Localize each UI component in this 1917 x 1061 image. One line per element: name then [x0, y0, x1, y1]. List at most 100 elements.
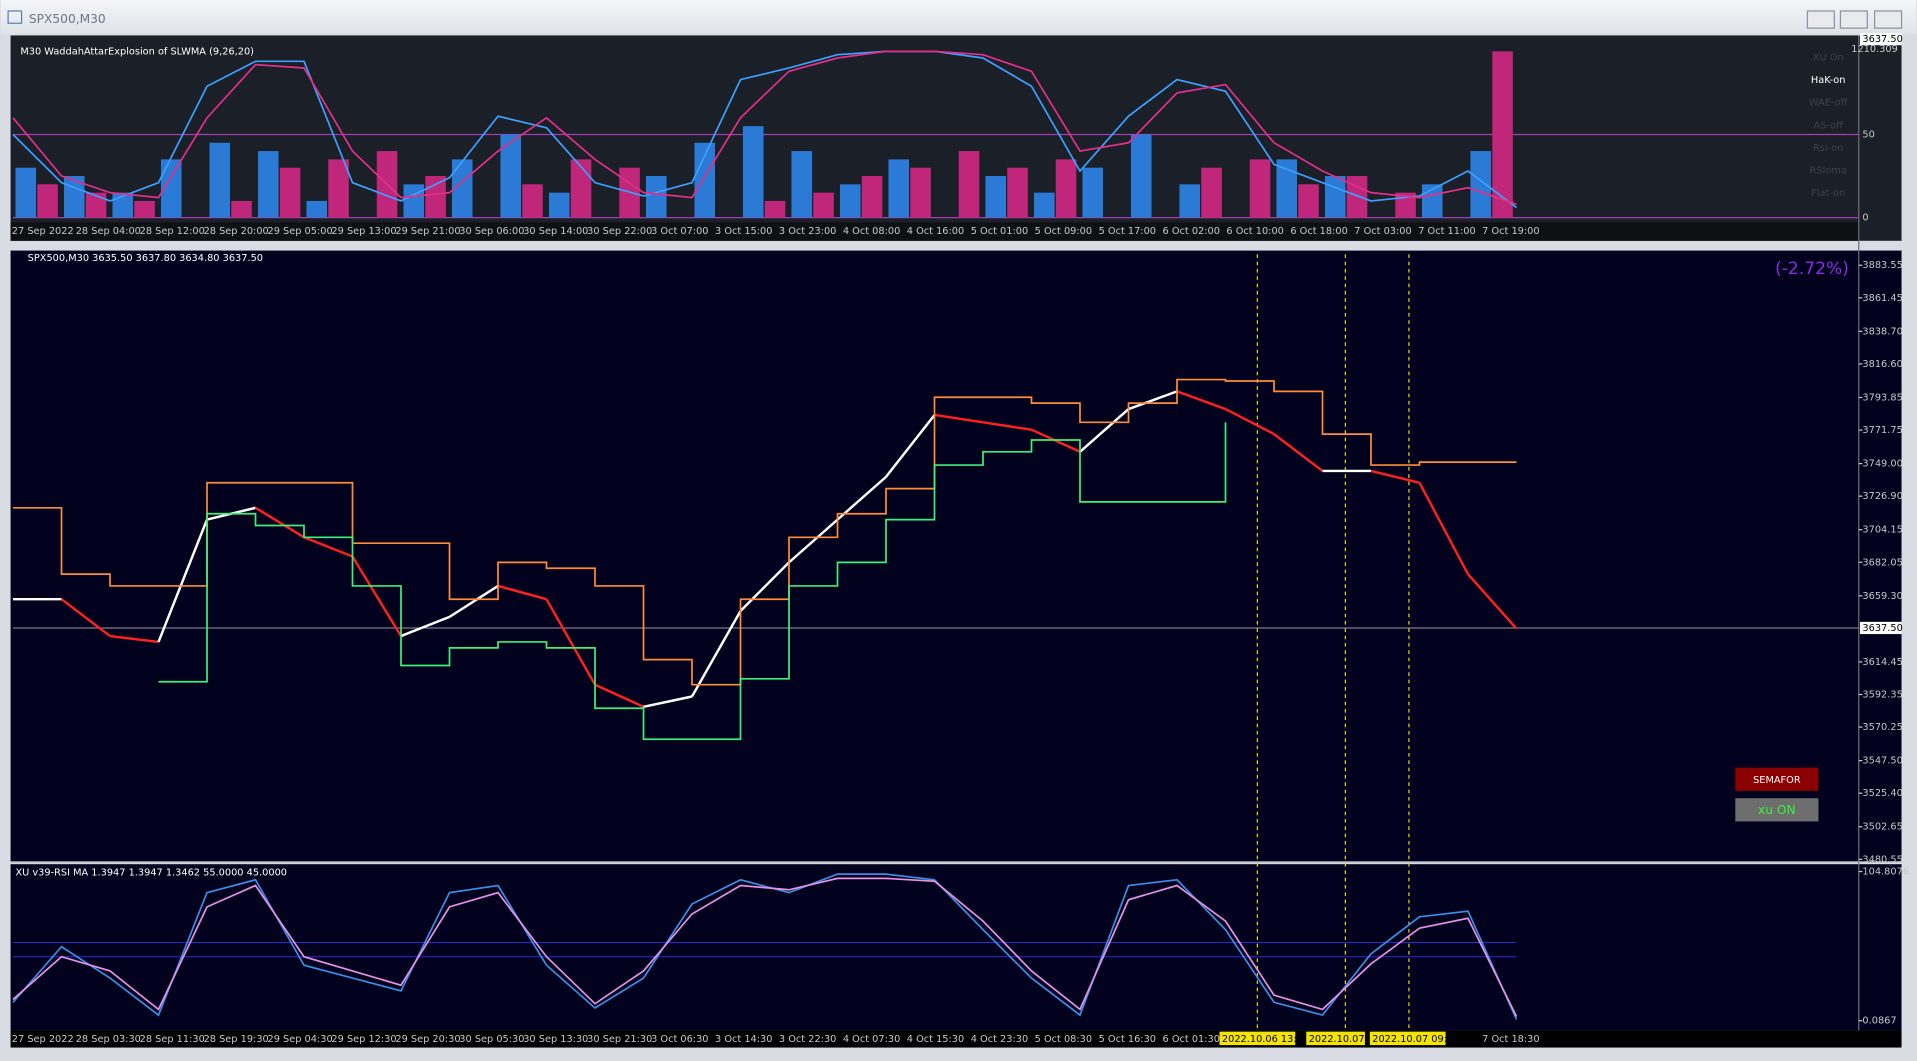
y-tick-label: 0.0867	[1862, 1016, 1896, 1027]
histogram-bar	[985, 176, 1007, 218]
histogram-bar	[813, 192, 834, 218]
y-tick-label: 3816.60	[1862, 359, 1902, 370]
price-segment	[1467, 573, 1518, 630]
toggle[interactable]: Flat-on	[1811, 188, 1845, 199]
x-tick-label: 28 Sep 12:00	[140, 226, 205, 237]
y-tick-label: 3547.50	[1862, 756, 1902, 767]
histogram-bar	[1276, 159, 1298, 218]
indicator-max: 1210.309	[1851, 44, 1898, 55]
x-tick-label: 30 Sep 06:00	[459, 226, 524, 237]
x-tick-label: 3 Oct 14:30	[715, 1034, 772, 1045]
y-tick-label: 3861.45	[1862, 293, 1902, 304]
x-tick-label: 29 Sep 12:30	[331, 1034, 396, 1045]
histogram-bar	[1130, 134, 1152, 218]
indicator-line	[12, 50, 1517, 206]
y-tick-label: 3614.45	[1862, 657, 1902, 668]
histogram-bar	[160, 159, 182, 218]
semafor-button[interactable]	[1735, 767, 1819, 791]
y-tick-label: 50	[1862, 129, 1874, 140]
x-tick-label: 28 Sep 03:30	[76, 1034, 141, 1045]
price-segment	[1370, 469, 1420, 484]
x-tick-label: 27 Sep 2022	[12, 1034, 74, 1045]
indicator-line	[12, 877, 1518, 1017]
minimize-button[interactable]	[1806, 10, 1835, 29]
toggle[interactable]: WAE-off	[1809, 98, 1848, 109]
histogram-bar	[694, 142, 716, 218]
histogram-bar	[791, 151, 813, 218]
price-segment	[788, 518, 839, 564]
x-tick-label: 5 Oct 09:00	[1035, 226, 1092, 237]
x-tick-label: 6 Oct 01:30	[1163, 1034, 1220, 1045]
histogram-bar	[522, 184, 543, 218]
y-tick-label: 3592.35	[1862, 690, 1902, 701]
x-tick-label: 30 Sep 14:00	[523, 226, 588, 237]
rsi-panel	[10, 864, 1902, 1031]
y-tick-label: 3570.25	[1862, 722, 1902, 733]
price-segment	[885, 414, 936, 478]
x-tick-label: 3 Oct 15:00	[715, 226, 772, 237]
toggle[interactable]: RSIoma	[1810, 166, 1847, 177]
x-tick-label: 6 Oct 10:00	[1226, 226, 1283, 237]
x-tick-label: 27 Sep 2022	[12, 226, 74, 237]
histogram-bar	[85, 192, 107, 218]
histogram-bar	[1007, 167, 1028, 218]
x-tick-label: 28 Sep 11:30	[140, 1034, 205, 1045]
toggle[interactable]: HaK-on	[1811, 75, 1846, 86]
histogram-bar	[1346, 176, 1368, 218]
histogram-bar	[37, 184, 58, 218]
x-tick-label: 28 Sep 20:00	[204, 226, 269, 237]
indicator-title: M30 WaddahAttarExplosion of SLWMA (9,26,…	[20, 46, 254, 57]
band-line	[13, 378, 1517, 686]
histogram-bar	[500, 134, 522, 218]
change-percent: (-2.72%)	[1775, 259, 1849, 279]
semafor-label[interactable]: SEMAFOR	[1753, 775, 1801, 786]
x-tick-label: 29 Sep 21:00	[395, 226, 460, 237]
histogram-bar	[645, 176, 667, 218]
price-tag: 3637.50	[1862, 34, 1902, 45]
time-marker: 2022.10.07 01	[1309, 1034, 1380, 1045]
window-title: SPX500,M30	[29, 12, 106, 26]
y-tick-label: 3659.30	[1862, 591, 1902, 602]
toggle[interactable]: XU On	[1813, 52, 1844, 63]
histogram-bar	[15, 167, 37, 218]
y-tick-label: 3771.75	[1862, 425, 1902, 436]
price-segment	[60, 598, 111, 638]
histogram-bar	[958, 151, 980, 218]
time-marker-box	[1219, 1031, 1296, 1046]
histogram-bar	[1082, 167, 1104, 218]
histogram-bar	[403, 184, 425, 218]
last-price-box	[1859, 621, 1902, 635]
price-segment	[1128, 390, 1178, 411]
y-tick-label: 3793.85	[1862, 392, 1902, 403]
time-marker: 2022.10.06 13:00	[1222, 1034, 1309, 1045]
x-tick-label: 29 Sep 05:00	[268, 226, 333, 237]
price-segment	[1418, 482, 1470, 575]
top-time-axis	[10, 222, 1859, 241]
histogram-bar	[1324, 176, 1346, 218]
histogram-bar	[1055, 159, 1077, 218]
xu-label[interactable]: xu ON	[1758, 803, 1796, 817]
histogram-bar	[1249, 159, 1271, 218]
x-tick-label: 28 Sep 19:30	[204, 1034, 269, 1045]
maximize-button[interactable]	[1839, 10, 1868, 29]
last-price-label: 3637.50	[1862, 623, 1902, 634]
price-segment	[1224, 407, 1275, 436]
close-button[interactable]	[1874, 10, 1903, 29]
x-tick-label: 29 Sep 04:30	[268, 1034, 333, 1045]
x-tick-label: 29 Sep 13:00	[331, 226, 396, 237]
price-title: SPX500,M30 3635.50 3637.80 3634.80 3637.…	[28, 253, 263, 264]
x-tick-label: 30 Sep 21:30	[587, 1034, 652, 1045]
toggle[interactable]: Rsi-on	[1813, 143, 1843, 154]
x-tick-label: 4 Oct 08:00	[843, 226, 900, 237]
toggle[interactable]: AS-off	[1814, 120, 1844, 131]
x-tick-label: 3 Oct 06:30	[651, 1034, 708, 1045]
price-segment	[836, 475, 887, 521]
xu-button[interactable]	[1735, 798, 1819, 822]
y-tick-label: 3749.00	[1862, 459, 1902, 470]
y-tick-label: 0	[1862, 213, 1868, 224]
price-segment	[934, 413, 984, 424]
x-tick-label: 7 Oct 19:00	[1482, 226, 1539, 237]
x-tick-label: 5 Oct 08:30	[1035, 1034, 1092, 1045]
histogram-bar	[1395, 192, 1416, 218]
x-tick-label: 5 Oct 16:30	[1099, 1034, 1156, 1045]
